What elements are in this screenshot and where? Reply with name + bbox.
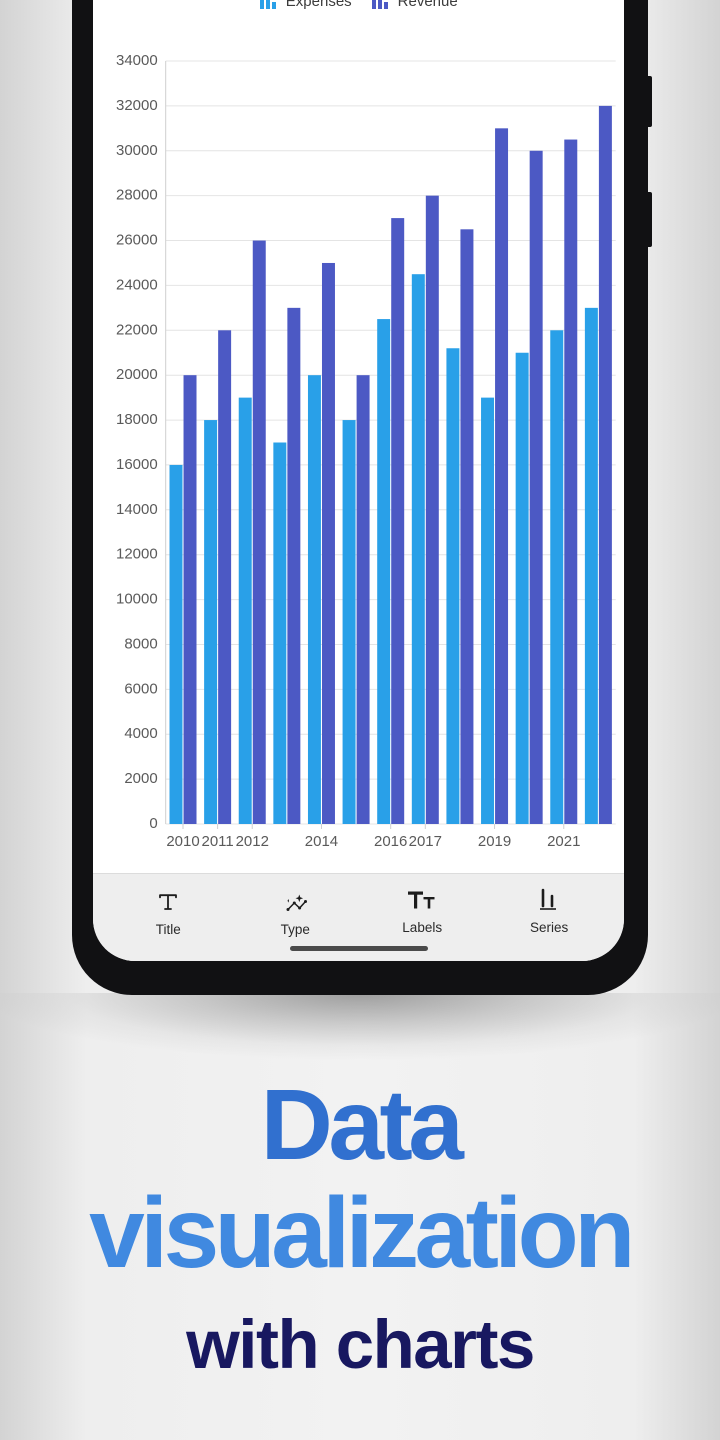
svg-text:10000: 10000: [116, 591, 158, 608]
svg-text:20000: 20000: [116, 366, 158, 383]
svg-text:28000: 28000: [116, 187, 158, 204]
svg-text:18000: 18000: [116, 411, 158, 428]
svg-text:0: 0: [150, 815, 158, 832]
svg-text:34000: 34000: [116, 52, 158, 69]
svg-text:24000: 24000: [116, 276, 158, 293]
svg-text:6000: 6000: [125, 680, 158, 697]
svg-text:2012: 2012: [236, 833, 269, 850]
svg-text:4000: 4000: [125, 725, 158, 742]
svg-text:2016: 2016: [374, 833, 407, 850]
svg-text:2014: 2014: [305, 833, 338, 850]
svg-text:14000: 14000: [116, 501, 158, 518]
svg-text:2021: 2021: [547, 833, 580, 850]
svg-text:2011: 2011: [202, 833, 234, 850]
svg-text:2017: 2017: [409, 833, 442, 850]
svg-text:2019: 2019: [478, 833, 511, 850]
svg-text:26000: 26000: [116, 232, 158, 249]
svg-text:12000: 12000: [116, 546, 158, 563]
svg-text:8000: 8000: [125, 635, 158, 652]
svg-text:16000: 16000: [116, 456, 158, 473]
svg-text:22000: 22000: [116, 321, 158, 338]
svg-text:30000: 30000: [116, 142, 158, 159]
svg-text:32000: 32000: [116, 97, 158, 114]
svg-text:2000: 2000: [125, 770, 158, 787]
svg-text:2010: 2010: [167, 833, 200, 850]
